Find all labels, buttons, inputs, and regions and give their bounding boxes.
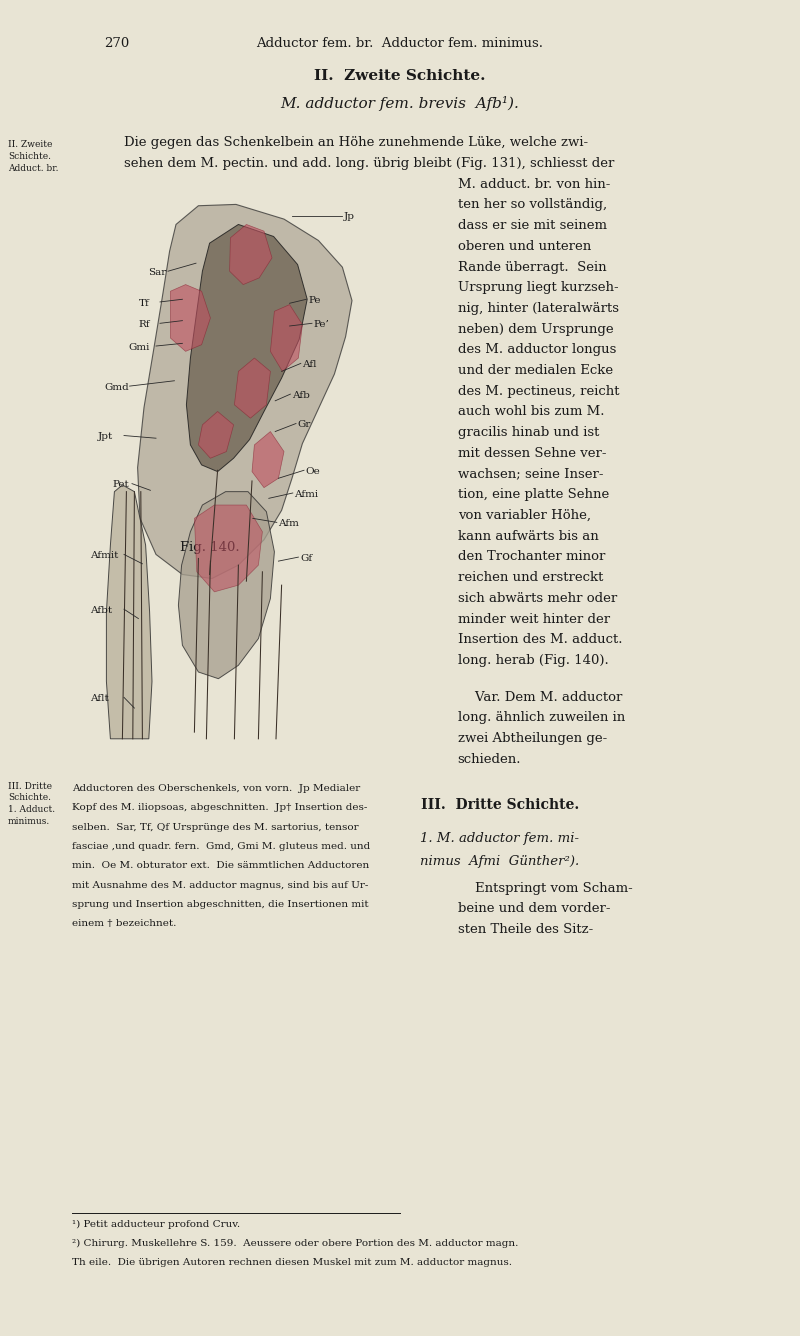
Text: sich abwärts mehr oder: sich abwärts mehr oder: [458, 592, 617, 605]
Text: auch wohl bis zum M.: auch wohl bis zum M.: [458, 406, 604, 418]
Text: fasciae ,und quadr. fern.  Gmd, Gmi M. gluteus med. und: fasciae ,und quadr. fern. Gmd, Gmi M. gl…: [72, 842, 370, 851]
Text: M. adductor fem. brevis  Afb¹).: M. adductor fem. brevis Afb¹).: [281, 96, 519, 111]
Text: dass er sie mit seinem: dass er sie mit seinem: [458, 219, 606, 232]
Text: 270: 270: [104, 37, 130, 51]
Text: Insertion des M. adduct.: Insertion des M. adduct.: [458, 633, 622, 647]
Polygon shape: [106, 485, 152, 739]
Polygon shape: [194, 505, 262, 592]
Text: Afl: Afl: [302, 361, 317, 369]
Polygon shape: [252, 432, 284, 488]
Text: min.  Oe M. obturator ext.  Die sämmtlichen Adductoren: min. Oe M. obturator ext. Die sämmtliche…: [72, 862, 370, 870]
Text: mit dessen Sehne ver-: mit dessen Sehne ver-: [458, 448, 606, 460]
Text: Fig. 140.: Fig. 140.: [180, 541, 240, 554]
Text: Ursprung liegt kurzseh-: Ursprung liegt kurzseh-: [458, 282, 618, 294]
Text: long. herab (Fig. 140).: long. herab (Fig. 140).: [458, 655, 608, 667]
Text: Afbt: Afbt: [90, 607, 112, 615]
Text: Afb: Afb: [292, 391, 310, 399]
Text: ²) Chirurg. Muskellehre S. 159.  Aeussere oder obere Portion des M. adductor mag: ²) Chirurg. Muskellehre S. 159. Aeussere…: [72, 1238, 518, 1248]
Polygon shape: [138, 204, 352, 578]
Text: kann aufwärts bis an: kann aufwärts bis an: [458, 530, 598, 542]
Text: Pe: Pe: [308, 297, 321, 305]
Text: einem † bezeichnet.: einem † bezeichnet.: [72, 919, 176, 929]
Text: Var. Dem M. adductor: Var. Dem M. adductor: [458, 691, 622, 704]
Text: des M. adductor longus: des M. adductor longus: [458, 343, 616, 357]
Text: reichen und erstreckt: reichen und erstreckt: [458, 572, 603, 584]
Polygon shape: [234, 358, 270, 418]
Text: Afm: Afm: [278, 520, 299, 528]
Text: sprung und Insertion abgeschnitten, die Insertionen mit: sprung und Insertion abgeschnitten, die …: [72, 899, 369, 908]
Text: den Trochanter minor: den Trochanter minor: [458, 550, 605, 564]
Text: Die gegen das Schenkelbein an Höhe zunehmende Lüke, welche zwi-: Die gegen das Schenkelbein an Höhe zuneh…: [124, 136, 588, 150]
Text: Adductoren des Oberschenkels, von vorn.  Jp Medialer: Adductoren des Oberschenkels, von vorn. …: [72, 784, 360, 794]
Text: tion, eine platte Sehne: tion, eine platte Sehne: [458, 489, 609, 501]
Polygon shape: [178, 492, 274, 679]
Text: Tf: Tf: [138, 299, 149, 307]
Text: III. Dritte
Schichte.
1. Adduct.
minimus.: III. Dritte Schichte. 1. Adduct. minimus…: [8, 782, 55, 826]
Text: long. ähnlich zuweilen in: long. ähnlich zuweilen in: [458, 712, 625, 724]
Polygon shape: [230, 224, 272, 285]
Text: oberen und unteren: oberen und unteren: [458, 240, 591, 253]
Text: Gmd: Gmd: [104, 383, 129, 391]
Text: Aflt: Aflt: [90, 695, 108, 703]
Text: II.  Zweite Schichte.: II. Zweite Schichte.: [314, 69, 486, 83]
Text: III.  Dritte Schichte.: III. Dritte Schichte.: [421, 798, 579, 811]
Text: Pe’: Pe’: [314, 321, 330, 329]
Text: Afmi: Afmi: [294, 490, 318, 498]
Text: schieden.: schieden.: [458, 754, 521, 766]
Text: neben) dem Ursprunge: neben) dem Ursprunge: [458, 323, 614, 335]
Text: beine und dem vorder-: beine und dem vorder-: [458, 903, 610, 915]
Text: Gf: Gf: [300, 554, 312, 562]
Text: M. adduct. br. von hin-: M. adduct. br. von hin-: [458, 178, 610, 191]
Text: sehen dem M. pectin. und add. long. übrig bleibt (Fig. 131), schliesst der: sehen dem M. pectin. und add. long. übri…: [124, 156, 614, 170]
Text: selben.  Sar, Tf, Qf Ursprünge des M. sartorius, tensor: selben. Sar, Tf, Qf Ursprünge des M. sar…: [72, 823, 358, 832]
Polygon shape: [270, 305, 302, 371]
Polygon shape: [186, 224, 307, 472]
Text: Gr: Gr: [298, 421, 311, 429]
Polygon shape: [198, 411, 234, 458]
Text: Afmit: Afmit: [90, 552, 118, 560]
Text: Jp: Jp: [344, 212, 355, 220]
Text: Rf: Rf: [138, 321, 150, 329]
Text: gracilis hinab und ist: gracilis hinab und ist: [458, 426, 599, 440]
Text: Rande überragt.  Sein: Rande überragt. Sein: [458, 261, 606, 274]
Text: minder weit hinter der: minder weit hinter der: [458, 613, 610, 625]
Text: und der medialen Ecke: und der medialen Ecke: [458, 365, 613, 377]
Text: ten her so vollständig,: ten her so vollständig,: [458, 199, 606, 211]
Text: Pet: Pet: [112, 481, 129, 489]
Text: nig, hinter (lateralwärts: nig, hinter (lateralwärts: [458, 302, 618, 315]
Text: 1. M. adductor fem. mi-: 1. M. adductor fem. mi-: [421, 832, 579, 846]
Text: II. Zweite
Schichte.
Adduct. br.: II. Zweite Schichte. Adduct. br.: [8, 140, 58, 172]
Text: ¹) Petit adducteur profond Cruv.: ¹) Petit adducteur profond Cruv.: [72, 1220, 240, 1229]
Text: zwei Abtheilungen ge-: zwei Abtheilungen ge-: [458, 732, 607, 745]
Text: wachsen; seine Inser-: wachsen; seine Inser-: [458, 468, 603, 481]
Text: sten Theile des Sitz-: sten Theile des Sitz-: [458, 923, 593, 937]
Text: Th eile.  Die übrigen Autoren rechnen diesen Muskel mit zum M. adductor magnus.: Th eile. Die übrigen Autoren rechnen die…: [72, 1259, 512, 1267]
Text: Gmi: Gmi: [128, 343, 150, 351]
Polygon shape: [170, 285, 210, 351]
Text: nimus  Afmi  Günther²).: nimus Afmi Günther²).: [420, 855, 580, 868]
Text: Kopf des M. iliopsoas, abgeschnitten.  Jp† Insertion des-: Kopf des M. iliopsoas, abgeschnitten. Jp…: [72, 803, 367, 812]
Text: Adductor fem. br.  Adductor fem. minimus.: Adductor fem. br. Adductor fem. minimus.: [257, 37, 543, 51]
Text: Jpt: Jpt: [98, 433, 113, 441]
Text: Oe: Oe: [306, 468, 320, 476]
Text: Sar: Sar: [148, 269, 166, 277]
Text: Entspringt vom Scham-: Entspringt vom Scham-: [458, 882, 632, 895]
Text: des M. pectineus, reicht: des M. pectineus, reicht: [458, 385, 619, 398]
Text: von variabler Höhe,: von variabler Höhe,: [458, 509, 590, 522]
Text: mit Ausnahme des M. adductor magnus, sind bis auf Ur-: mit Ausnahme des M. adductor magnus, sin…: [72, 880, 368, 890]
